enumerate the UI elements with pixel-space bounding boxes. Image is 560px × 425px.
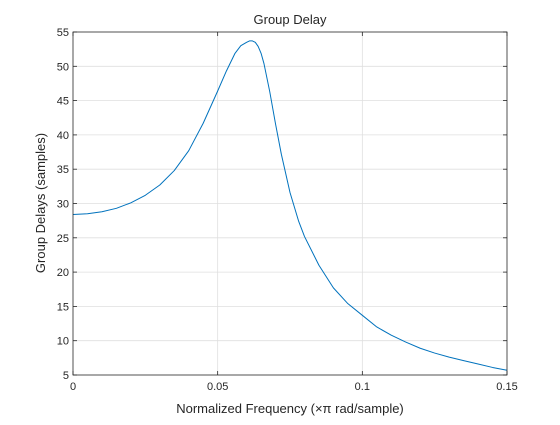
data-series xyxy=(72,40,508,371)
group-delay-line xyxy=(72,40,508,371)
x-tick-label: 0.15 xyxy=(496,381,517,393)
axis-ticks xyxy=(72,31,508,376)
y-tick-label: 40 xyxy=(57,130,69,142)
x-axis-label: Normalized Frequency (×π rad/sample) xyxy=(176,401,404,416)
tick-labels: 0 0.05 0.1 0.15 5 10 15 20 25 30 35 40 45 50 55 xyxy=(57,27,518,393)
y-tick-label: 35 xyxy=(57,164,69,176)
y-tick-label: 20 xyxy=(57,267,69,279)
y-axis-label: Group Delays (samples) xyxy=(33,133,48,273)
grid-lines xyxy=(73,32,507,375)
y-tick-label: 15 xyxy=(57,301,69,313)
x-tick-label: 0.05 xyxy=(207,381,228,393)
y-tick-label: 45 xyxy=(57,96,69,108)
x-tick-label: 0 xyxy=(70,381,76,393)
y-tick-label: 55 xyxy=(57,27,69,39)
y-tick-label: 50 xyxy=(57,61,69,73)
y-tick-label: 30 xyxy=(57,199,69,211)
y-tick-label: 10 xyxy=(57,336,69,348)
y-tick-label: 5 xyxy=(63,370,69,382)
chart-title: Group Delay xyxy=(254,12,327,27)
y-tick-label: 25 xyxy=(57,233,69,245)
x-tick-label: 0.1 xyxy=(355,381,370,393)
